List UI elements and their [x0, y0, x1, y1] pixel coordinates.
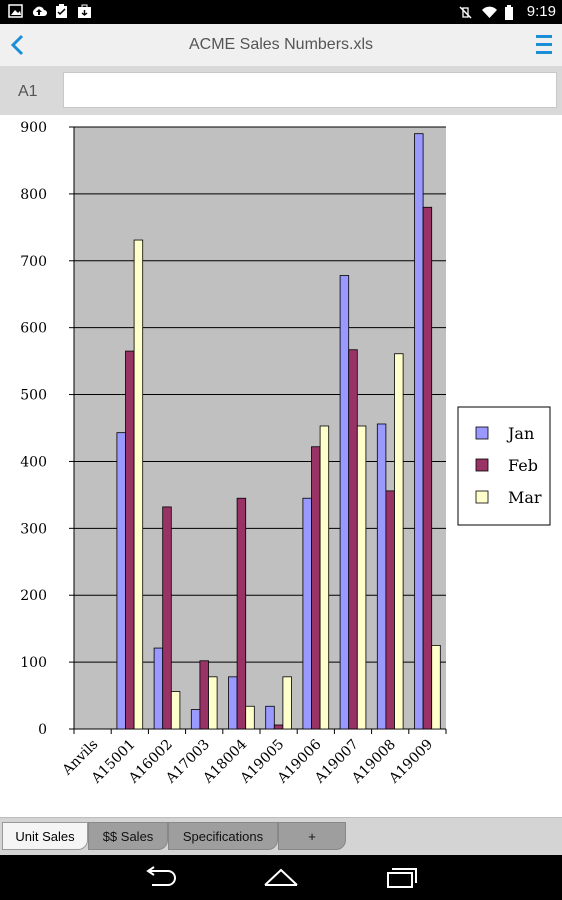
bar-mar — [319, 425, 330, 730]
sheet-tabs: Unit Sales $$ Sales Specifications + — [0, 817, 562, 856]
y-tick-label: 200 — [20, 588, 47, 604]
y-tick-label: 700 — [20, 254, 47, 270]
add-sheet-button[interactable]: + — [278, 822, 346, 850]
bar-mar — [394, 353, 404, 730]
vibrate-mute-icon — [458, 5, 473, 19]
page-title: ACME Sales Numbers.xls — [188, 36, 374, 53]
bar-mar — [133, 239, 144, 730]
y-tick-label: 500 — [20, 388, 47, 404]
home-icon[interactable] — [262, 865, 300, 894]
bar-feb — [199, 660, 209, 730]
formula-bar: A1 — [0, 67, 562, 115]
bar-feb — [348, 349, 358, 730]
bar-feb — [273, 724, 284, 730]
cloud-upload-icon — [31, 4, 47, 18]
legend-swatch — [475, 426, 489, 440]
legend — [457, 406, 551, 526]
shopping-bag-icon — [77, 4, 92, 18]
y-tick-label: 100 — [20, 655, 47, 671]
bar-mar — [282, 676, 292, 730]
bar-feb — [422, 206, 433, 730]
formula-input[interactable] — [63, 72, 557, 108]
bar-feb — [125, 350, 135, 730]
image-notification-icon — [8, 4, 23, 18]
bar-mar — [356, 425, 367, 730]
tab-unit-sales[interactable]: Unit Sales — [2, 822, 88, 850]
unit-sales-chart: 0100200300400500600700800900AnvilsA15001… — [20, 120, 551, 787]
y-tick-label: 600 — [20, 321, 47, 337]
bar-jan — [302, 497, 312, 730]
clipboard-check-icon — [54, 4, 69, 18]
bar-jan — [265, 705, 275, 730]
bar-mar — [208, 676, 218, 730]
recent-apps-icon[interactable] — [384, 865, 420, 894]
legend-label: Feb — [508, 456, 538, 475]
app-bar: ACME Sales Numbers.xls — [0, 24, 562, 67]
y-tick-label: 800 — [20, 187, 47, 203]
y-tick-label: 900 — [20, 120, 47, 136]
y-tick-label: 0 — [38, 722, 47, 738]
bar-mar — [245, 705, 255, 730]
bar-jan — [339, 275, 350, 730]
bar-mar — [431, 644, 441, 730]
legend-label: Mar — [508, 488, 542, 507]
bar-jan — [190, 709, 201, 730]
bar-jan — [376, 423, 387, 730]
status-time: 9:19 — [526, 3, 556, 20]
bar-jan — [414, 133, 424, 730]
status-bar: 9:19 — [0, 0, 562, 24]
y-tick-label: 400 — [20, 454, 47, 470]
navigation-bar — [0, 855, 562, 900]
back-chevron-icon[interactable] — [6, 32, 30, 58]
menu-icon[interactable] — [536, 34, 552, 56]
bar-jan — [228, 676, 238, 730]
chart-area: 0 100 200 300 400 500 600 700 800 900 Anvils A15001… — [0, 115, 562, 817]
bar-feb — [385, 490, 395, 730]
bar-mar — [170, 691, 181, 730]
bar-jan — [153, 647, 164, 730]
cell-reference: A1 — [18, 83, 38, 100]
y-tick-label: 300 — [20, 521, 47, 537]
bar-feb — [311, 446, 321, 730]
bar-jan — [116, 432, 126, 730]
tab-specifications[interactable]: Specifications — [168, 822, 278, 850]
wifi-icon — [481, 5, 497, 19]
legend-label: Jan — [506, 424, 534, 443]
bar-feb — [162, 506, 172, 730]
bar-feb — [236, 497, 247, 730]
legend-swatch — [475, 490, 489, 504]
legend-swatch — [475, 458, 489, 472]
back-icon[interactable] — [142, 865, 178, 894]
battery-icon — [504, 4, 519, 20]
tab-dollar-sales[interactable]: $$ Sales — [88, 822, 168, 850]
